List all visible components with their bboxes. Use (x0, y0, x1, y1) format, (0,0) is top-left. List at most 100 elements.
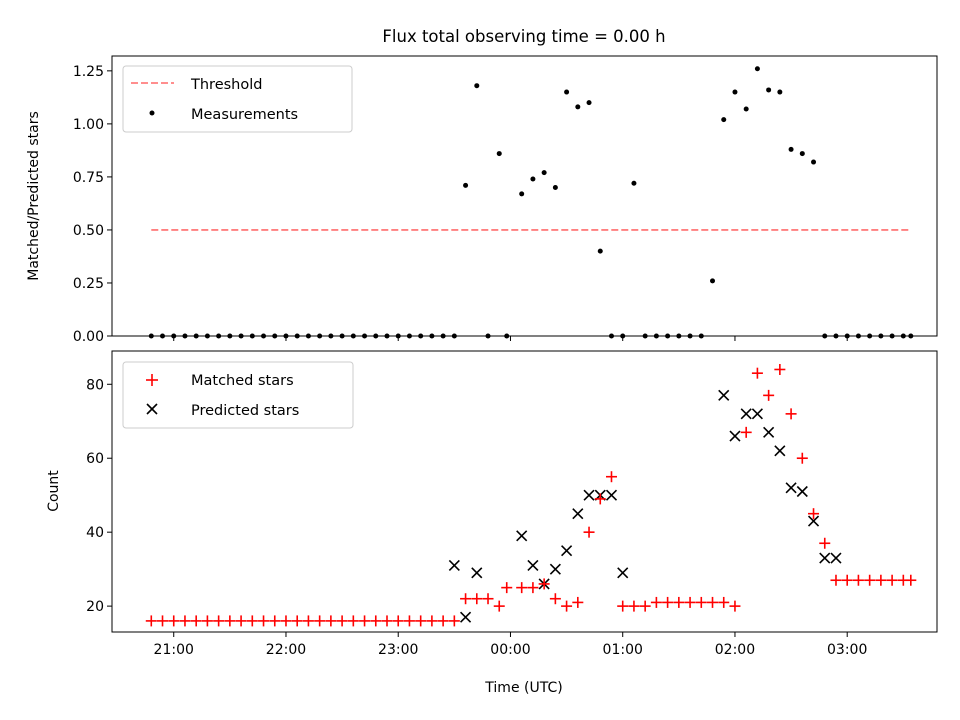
matched-star-point (501, 582, 513, 594)
matched-star-point (841, 574, 853, 586)
matched-star-point (673, 596, 685, 608)
bottom-y-tick-label: 20 (86, 599, 104, 615)
matched-star-point (426, 615, 438, 627)
measurement-point (754, 66, 760, 72)
predicted-star-point (448, 559, 460, 572)
top-axes-frame (111, 55, 938, 337)
matched-star-point (875, 574, 887, 586)
matched-star-point (381, 615, 393, 627)
matched-star-point (796, 452, 808, 464)
matched-star-point (628, 600, 640, 612)
bottom-y-tick-label: 80 (86, 377, 104, 393)
top-legend-box (122, 65, 353, 133)
measurement-point (721, 117, 727, 123)
matched-star-point (763, 389, 775, 401)
bottom-x-tick-label: 00:00 (490, 642, 530, 658)
matched-star-point (482, 593, 494, 605)
predicted-star-point (763, 426, 775, 438)
matched-star-point (650, 596, 662, 608)
matched-star-point (729, 600, 741, 612)
matched-star-point (572, 596, 584, 608)
bottom-x-tick-label: 01:00 (603, 642, 643, 658)
matched-star-point (359, 615, 371, 627)
matched-star-point (684, 596, 696, 608)
top-panel: 0.00 0.25 0.50 0.75 1.00 1.25 Matched/Predict… (26, 55, 938, 345)
predicted-star-point (796, 485, 808, 498)
matched-star-point (549, 593, 561, 605)
legend-predicted-label: Predicted stars (191, 403, 299, 419)
matched-star-point (235, 615, 247, 627)
bottom-panel: 20 40 60 80 21:00 22:00 23:00 00:00 01:00 02:00 0… (46, 350, 938, 696)
measurement-point (799, 151, 805, 157)
predicted-star-point (583, 489, 595, 501)
matched-star-point (864, 574, 876, 586)
measurement-point (732, 89, 738, 95)
top-y-axis-label: Matched/Predicted stars (26, 111, 42, 281)
bottom-x-ticks: 21:00 22:00 23:00 00:00 01:00 02:00 03:00 (154, 632, 867, 658)
matched-star-point (707, 596, 719, 608)
matched-star-point (852, 574, 864, 586)
matched-star-point (905, 574, 917, 586)
measurement-point (766, 87, 772, 93)
matched-star-point (617, 600, 629, 612)
measurement-point (463, 182, 469, 188)
matched-star-point (471, 593, 483, 605)
matched-star-point (561, 600, 573, 612)
matched-star-point (213, 615, 225, 627)
matched-star-point (347, 615, 359, 627)
matched-star-point (460, 593, 472, 605)
top-x-ticks (173, 336, 848, 341)
matched-star-point (886, 574, 898, 586)
measurement-point (788, 146, 794, 152)
matched-star-point (201, 615, 213, 627)
measurement-point (575, 104, 581, 110)
measurement-point (519, 191, 525, 197)
predicted-star-point (516, 530, 528, 542)
bottom-y-tick-label: 40 (86, 525, 104, 541)
matched-star-point (246, 615, 258, 627)
matched-star-point (774, 363, 786, 375)
bottom-x-axis-label: Time (UTC) (484, 680, 562, 696)
bottom-y-ticks: 20 40 60 80 (86, 377, 112, 615)
measurement-point (541, 170, 547, 176)
bottom-y-axis-label: Count (46, 470, 62, 512)
matched-star-point (280, 615, 292, 627)
matched-star-point (179, 615, 191, 627)
top-y-tick-label: 0.25 (73, 276, 104, 292)
matched-star-point (269, 615, 281, 627)
measurement-point (710, 278, 716, 284)
measurement-point (597, 248, 603, 254)
matched-star-point (157, 615, 169, 627)
measurement-point (496, 151, 502, 157)
legend-measurements-label: Measurements (191, 107, 298, 123)
measurement-point (777, 89, 783, 95)
matched-star-point (448, 615, 460, 627)
top-y-tick-label: 1.25 (73, 64, 104, 80)
matched-star-point (639, 600, 651, 612)
matched-star-point (516, 582, 528, 594)
bottom-y-tick-label: 60 (86, 451, 104, 467)
measurement-point (631, 180, 637, 186)
measurement-point (552, 185, 558, 191)
measurement-point (564, 89, 570, 95)
matched-star-point (751, 367, 763, 379)
top-y-ticks: 0.00 0.25 0.50 0.75 1.00 1.25 (73, 64, 112, 345)
top-y-tick-label: 1.00 (73, 117, 104, 133)
bottom-axes-frame (111, 350, 938, 633)
predicted-star-point (527, 559, 539, 572)
predicted-star-point (572, 508, 584, 520)
top-y-tick-label: 0.75 (73, 170, 104, 186)
matched-star-point (145, 615, 157, 627)
predicted-star-point (617, 567, 629, 579)
measurement-point (474, 83, 480, 89)
bottom-plot-area (145, 363, 917, 627)
matched-star-point (325, 615, 337, 627)
predicted-star-point (774, 445, 786, 457)
measurement-point (586, 100, 592, 106)
predicted-star-point (819, 552, 831, 564)
matched-star-point (583, 526, 595, 538)
predicted-star-point (561, 545, 573, 557)
measurement-point (530, 176, 536, 182)
matched-star-point (392, 615, 404, 627)
